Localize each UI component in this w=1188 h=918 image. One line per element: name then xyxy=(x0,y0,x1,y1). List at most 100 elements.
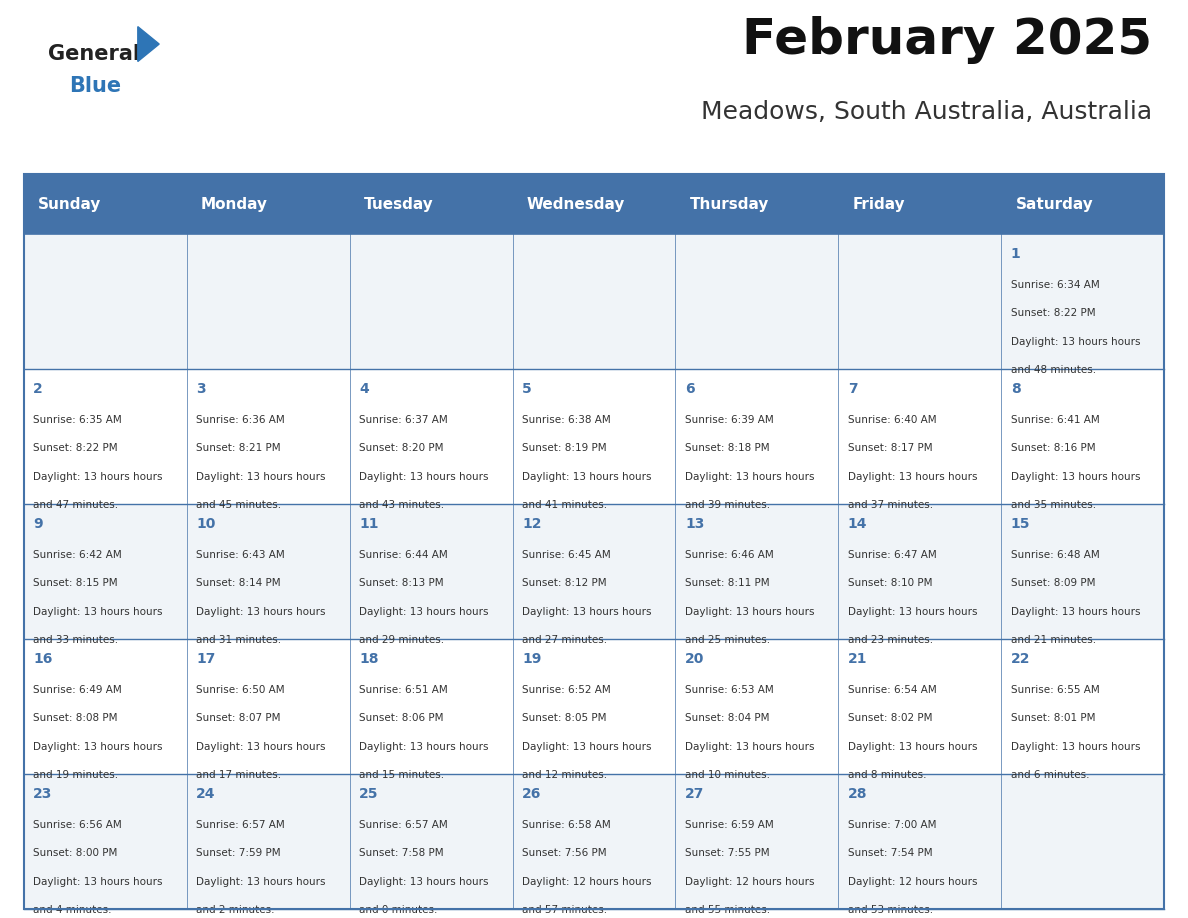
Text: Daylight: 13 hours hours: Daylight: 13 hours hours xyxy=(685,472,815,482)
Text: and 0 minutes.: and 0 minutes. xyxy=(359,905,437,915)
FancyBboxPatch shape xyxy=(512,504,676,639)
Text: and 2 minutes.: and 2 minutes. xyxy=(196,905,274,915)
Text: 5: 5 xyxy=(522,382,532,396)
Text: Daylight: 13 hours hours: Daylight: 13 hours hours xyxy=(359,472,488,482)
FancyBboxPatch shape xyxy=(1001,369,1164,504)
Text: Daylight: 13 hours hours: Daylight: 13 hours hours xyxy=(196,607,326,617)
Text: Sunrise: 6:58 AM: Sunrise: 6:58 AM xyxy=(522,820,611,830)
Text: Daylight: 13 hours hours: Daylight: 13 hours hours xyxy=(1011,472,1140,482)
Text: Sunrise: 6:55 AM: Sunrise: 6:55 AM xyxy=(1011,685,1100,695)
Text: Sunset: 8:10 PM: Sunset: 8:10 PM xyxy=(848,578,933,588)
Text: Daylight: 13 hours hours: Daylight: 13 hours hours xyxy=(196,742,326,752)
Text: and 55 minutes.: and 55 minutes. xyxy=(685,905,770,915)
FancyBboxPatch shape xyxy=(349,639,512,774)
Text: 22: 22 xyxy=(1011,652,1030,666)
Text: Daylight: 13 hours hours: Daylight: 13 hours hours xyxy=(848,742,978,752)
Text: Sunrise: 6:54 AM: Sunrise: 6:54 AM xyxy=(848,685,936,695)
FancyBboxPatch shape xyxy=(24,504,187,639)
FancyBboxPatch shape xyxy=(839,639,1001,774)
FancyBboxPatch shape xyxy=(676,639,839,774)
Text: and 23 minutes.: and 23 minutes. xyxy=(848,635,933,645)
Text: Sunset: 8:04 PM: Sunset: 8:04 PM xyxy=(685,713,770,723)
Text: 17: 17 xyxy=(196,652,215,666)
Text: 20: 20 xyxy=(685,652,704,666)
Text: Sunset: 7:56 PM: Sunset: 7:56 PM xyxy=(522,848,607,858)
Text: Sunset: 7:55 PM: Sunset: 7:55 PM xyxy=(685,848,770,858)
FancyBboxPatch shape xyxy=(24,234,187,369)
Text: and 35 minutes.: and 35 minutes. xyxy=(1011,500,1097,510)
Text: 6: 6 xyxy=(685,382,695,396)
Text: Sunrise: 6:44 AM: Sunrise: 6:44 AM xyxy=(359,550,448,560)
Text: Sunset: 8:00 PM: Sunset: 8:00 PM xyxy=(33,848,118,858)
FancyBboxPatch shape xyxy=(839,234,1001,369)
Text: 7: 7 xyxy=(848,382,858,396)
Text: 24: 24 xyxy=(196,787,216,800)
Text: and 21 minutes.: and 21 minutes. xyxy=(1011,635,1097,645)
Text: Sunrise: 6:42 AM: Sunrise: 6:42 AM xyxy=(33,550,122,560)
Text: Daylight: 13 hours hours: Daylight: 13 hours hours xyxy=(848,607,978,617)
Text: Tuesday: Tuesday xyxy=(364,196,434,212)
FancyBboxPatch shape xyxy=(676,234,839,369)
Text: and 27 minutes.: and 27 minutes. xyxy=(522,635,607,645)
Text: Monday: Monday xyxy=(201,196,268,212)
Text: and 12 minutes.: and 12 minutes. xyxy=(522,770,607,780)
Text: 18: 18 xyxy=(359,652,379,666)
Text: Sunset: 8:18 PM: Sunset: 8:18 PM xyxy=(685,443,770,453)
Text: Meadows, South Australia, Australia: Meadows, South Australia, Australia xyxy=(701,100,1152,124)
FancyBboxPatch shape xyxy=(24,639,187,774)
Text: Daylight: 13 hours hours: Daylight: 13 hours hours xyxy=(33,877,163,887)
Text: Daylight: 13 hours hours: Daylight: 13 hours hours xyxy=(196,877,326,887)
Text: Daylight: 13 hours hours: Daylight: 13 hours hours xyxy=(522,472,651,482)
FancyBboxPatch shape xyxy=(839,774,1001,909)
Text: Daylight: 12 hours hours: Daylight: 12 hours hours xyxy=(522,877,651,887)
FancyBboxPatch shape xyxy=(24,774,187,909)
FancyBboxPatch shape xyxy=(1001,774,1164,909)
Text: Daylight: 13 hours hours: Daylight: 13 hours hours xyxy=(196,472,326,482)
Text: 27: 27 xyxy=(685,787,704,800)
Text: 15: 15 xyxy=(1011,517,1030,531)
Text: Sunrise: 6:45 AM: Sunrise: 6:45 AM xyxy=(522,550,611,560)
FancyBboxPatch shape xyxy=(676,774,839,909)
Text: 2: 2 xyxy=(33,382,43,396)
Text: Sunset: 8:02 PM: Sunset: 8:02 PM xyxy=(848,713,933,723)
Text: and 19 minutes.: and 19 minutes. xyxy=(33,770,119,780)
Text: Daylight: 13 hours hours: Daylight: 13 hours hours xyxy=(359,607,488,617)
FancyBboxPatch shape xyxy=(349,234,512,369)
Text: Sunrise: 6:36 AM: Sunrise: 6:36 AM xyxy=(196,415,285,425)
Text: 28: 28 xyxy=(848,787,867,800)
Text: Sunset: 7:58 PM: Sunset: 7:58 PM xyxy=(359,848,444,858)
Text: Sunset: 8:22 PM: Sunset: 8:22 PM xyxy=(33,443,118,453)
Text: Sunset: 8:08 PM: Sunset: 8:08 PM xyxy=(33,713,118,723)
Text: Daylight: 13 hours hours: Daylight: 13 hours hours xyxy=(1011,742,1140,752)
Text: Daylight: 12 hours hours: Daylight: 12 hours hours xyxy=(685,877,815,887)
Text: and 8 minutes.: and 8 minutes. xyxy=(848,770,927,780)
Text: Blue: Blue xyxy=(69,76,121,96)
Text: 13: 13 xyxy=(685,517,704,531)
Text: Sunrise: 6:37 AM: Sunrise: 6:37 AM xyxy=(359,415,448,425)
Text: 21: 21 xyxy=(848,652,867,666)
Text: Sunrise: 6:43 AM: Sunrise: 6:43 AM xyxy=(196,550,285,560)
Text: Friday: Friday xyxy=(853,196,905,212)
Text: February 2025: February 2025 xyxy=(742,17,1152,64)
Text: Wednesday: Wednesday xyxy=(526,196,625,212)
Text: Sunset: 8:05 PM: Sunset: 8:05 PM xyxy=(522,713,607,723)
Text: 10: 10 xyxy=(196,517,215,531)
FancyBboxPatch shape xyxy=(512,234,676,369)
Text: Daylight: 13 hours hours: Daylight: 13 hours hours xyxy=(359,742,488,752)
Text: 19: 19 xyxy=(522,652,542,666)
Text: 3: 3 xyxy=(196,382,206,396)
FancyBboxPatch shape xyxy=(676,369,839,504)
Text: 11: 11 xyxy=(359,517,379,531)
Text: and 37 minutes.: and 37 minutes. xyxy=(848,500,933,510)
FancyBboxPatch shape xyxy=(349,774,512,909)
Text: Sunset: 8:21 PM: Sunset: 8:21 PM xyxy=(196,443,280,453)
Text: Sunrise: 6:40 AM: Sunrise: 6:40 AM xyxy=(848,415,936,425)
Text: Daylight: 13 hours hours: Daylight: 13 hours hours xyxy=(1011,607,1140,617)
FancyBboxPatch shape xyxy=(1001,504,1164,639)
FancyBboxPatch shape xyxy=(187,504,349,639)
Text: Sunrise: 6:56 AM: Sunrise: 6:56 AM xyxy=(33,820,122,830)
Text: Sunset: 8:17 PM: Sunset: 8:17 PM xyxy=(848,443,933,453)
Text: Sunset: 8:15 PM: Sunset: 8:15 PM xyxy=(33,578,118,588)
Polygon shape xyxy=(138,27,159,62)
Text: Sunset: 8:22 PM: Sunset: 8:22 PM xyxy=(1011,308,1095,319)
